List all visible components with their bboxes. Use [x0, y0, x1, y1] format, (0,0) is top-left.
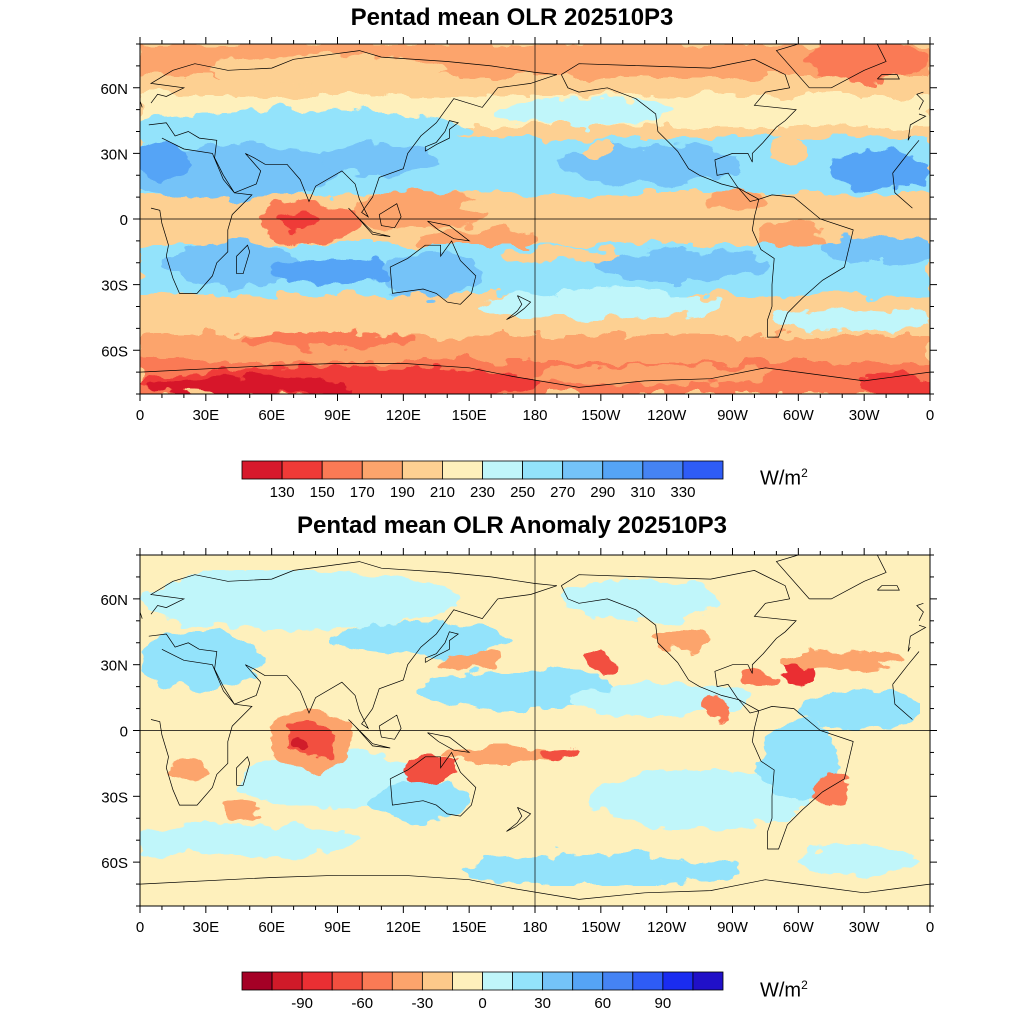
olr-coastlines: [140, 44, 930, 388]
olr-lat-label: 0: [120, 212, 128, 229]
olr-anomaly-colorbar-box: [361, 971, 393, 991]
olr-colorbar-label: 150: [310, 484, 335, 501]
olr-colorbar-box: [482, 460, 523, 480]
olr-anomaly-colorbar-box: [391, 971, 423, 991]
olr-anomaly-lon-label: 150E: [452, 919, 487, 936]
olr-colorbar-box: [361, 460, 403, 480]
olr-map-title: Pentad mean OLR 202510P3: [350, 4, 674, 31]
olr-colorbar-label: 330: [670, 484, 695, 501]
olr-colorbar-box: [401, 460, 443, 480]
olr-anomaly-colorbar-box: [421, 971, 453, 991]
olr-anomaly-colorbar-label: -90: [291, 995, 313, 1012]
olr-lon-label: 180: [522, 407, 547, 424]
olr-anomaly-colorbar-box: [241, 971, 273, 991]
olr-anomaly-colorbar-label: 90: [655, 995, 672, 1012]
olr-colorbar-box: [281, 460, 323, 480]
olr-colorbar-label: 130: [270, 484, 295, 501]
olr-lon-label: 120E: [386, 407, 421, 424]
olr-anomaly-lon-label: 180: [522, 919, 547, 936]
olr-field: [140, 44, 930, 394]
olr-colorbar-box: [642, 460, 684, 480]
olr-anomaly-map-panel: 60N 30N 0 30S 60S 0 30E 60E 90E 120E 150E 180 150W 12…: [100, 548, 937, 936]
olr-anomaly-lon-label: 60W: [783, 919, 815, 936]
olr-lon-label: 60W: [783, 407, 815, 424]
olr-lon-label: 150E: [452, 407, 487, 424]
olr-anomaly-colorbar: -90 -60 -30 0 30 60 90: [241, 971, 724, 1012]
olr-anomaly-colorbar-label: 30: [534, 995, 551, 1012]
olr-colorbar-box: [321, 460, 363, 480]
olr-colorbar-label: 230: [470, 484, 495, 501]
olr-anomaly-lon-label: 120W: [647, 919, 687, 936]
olr-colorbar-label: 170: [350, 484, 375, 501]
olr-colorbar-label: 250: [510, 484, 535, 501]
olr-anomaly-colorbar-label: -30: [412, 995, 434, 1012]
olr-lon-label: 0: [136, 407, 144, 424]
olr-anomaly-map-title: Pentad mean OLR Anomaly 202510P3: [297, 512, 727, 539]
olr-anomaly-lon-label: 90W: [717, 919, 749, 936]
olr-anomaly-lon-label: 30W: [849, 919, 881, 936]
olr-colorbar-box: [241, 460, 283, 480]
olr-anomaly-colorbar-box: [632, 971, 664, 991]
olr-anomaly-colorbar-box: [482, 971, 513, 991]
olr-anomaly-colorbar-box: [271, 971, 303, 991]
olr-colorbar: 130 150 170 190 210 230 250 270 290 310 330: [241, 460, 724, 501]
olr-lon-label: 0: [926, 407, 934, 424]
olr-anomaly-lat-label: 30N: [100, 658, 128, 675]
olr-anomaly-lon-label: 120E: [386, 919, 421, 936]
olr-colorbar-label: 310: [630, 484, 655, 501]
olr-lat-label: 30S: [101, 278, 128, 295]
olr-anomaly-lat-label: 0: [120, 724, 128, 741]
olr-anomaly-coastlines: [140, 555, 930, 900]
olr-anomaly-lat-label: 60N: [100, 592, 128, 609]
olr-anomaly-lon-label: 90E: [324, 919, 351, 936]
olr-lon-label: 120W: [647, 407, 687, 424]
olr-anomaly-colorbar-box: [692, 971, 724, 991]
olr-colorbar-box: [602, 460, 644, 480]
olr-colorbar-label: 210: [430, 484, 455, 501]
olr-anomaly-lat-label: 60S: [101, 855, 128, 872]
olr-anomaly-colorbar-label: 60: [594, 995, 611, 1012]
olr-anomaly-colorbar-label: -60: [351, 995, 373, 1012]
olr-anomaly-colorbar-box: [301, 971, 333, 991]
olr-colorbar-box: [562, 460, 604, 480]
olr-lon-label: 30W: [849, 407, 881, 424]
olr-lat-label: 60S: [101, 343, 128, 360]
olr-anomaly-colorbar-box: [452, 971, 483, 991]
olr-anomaly-colorbar-label: 0: [478, 995, 486, 1012]
olr-anomaly-colorbar-box: [512, 971, 544, 991]
olr-anomaly-colorbar-units: W/m2: [760, 978, 808, 1002]
olr-lat-label: 60N: [100, 81, 128, 98]
olr-colorbar-box: [442, 460, 483, 480]
olr-anomaly-colorbar-box: [542, 971, 574, 991]
olr-lat-label: 30N: [100, 146, 128, 163]
olr-anomaly-lon-label: 0: [926, 919, 934, 936]
olr-colorbar-box: [522, 460, 564, 480]
olr-colorbar-label: 290: [590, 484, 615, 501]
olr-anomaly-colorbar-box: [662, 971, 694, 991]
olr-anomaly-lat-label: 30S: [101, 789, 128, 806]
olr-lon-label: 150W: [581, 407, 621, 424]
olr-lon-label: 90E: [324, 407, 351, 424]
olr-anomaly-lon-label: 60E: [258, 919, 285, 936]
olr-anomaly-lon-label: 150W: [581, 919, 621, 936]
olr-colorbar-label: 270: [550, 484, 575, 501]
olr-lon-label: 30E: [192, 407, 219, 424]
olr-anomaly-colorbar-box: [602, 971, 634, 991]
olr-colorbar-box: [682, 460, 724, 480]
olr-anomaly-lon-label: 0: [136, 919, 144, 936]
olr-anomaly-lon-label: 30E: [192, 919, 219, 936]
olr-colorbar-label: 190: [390, 484, 415, 501]
olr-map-panel: 60N 30N 0 30S 60S 0 30E 60E 90E 120E 150E 180 150W 12…: [100, 37, 937, 424]
olr-colorbar-units: W/m2: [760, 466, 808, 490]
olr-anomaly-colorbar-box: [331, 971, 363, 991]
olr-lon-label: 90W: [717, 407, 749, 424]
olr-lon-label: 60E: [258, 407, 285, 424]
olr-anomaly-colorbar-box: [572, 971, 604, 991]
